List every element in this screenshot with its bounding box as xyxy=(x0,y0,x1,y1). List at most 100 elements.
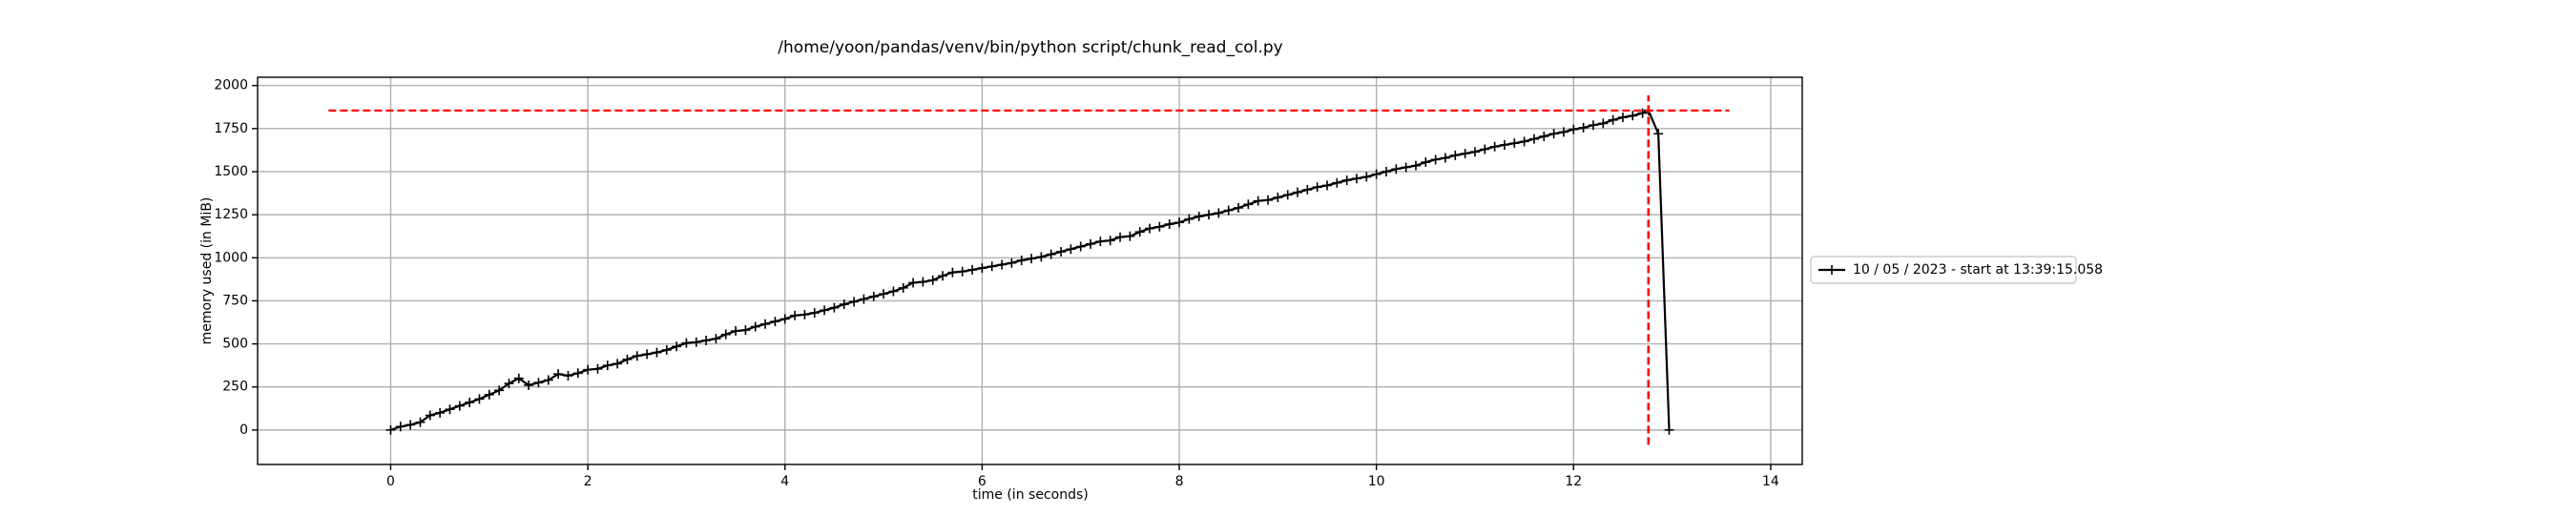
point-marker xyxy=(385,424,396,435)
point-marker xyxy=(1086,238,1096,249)
point-marker xyxy=(987,261,997,272)
point-marker xyxy=(563,370,573,381)
point-marker xyxy=(1263,195,1274,205)
point-marker xyxy=(415,417,426,427)
point-marker xyxy=(1440,153,1450,163)
point-marker xyxy=(1568,124,1579,134)
point-marker xyxy=(898,282,908,293)
point-marker xyxy=(927,275,938,285)
point-marker xyxy=(1046,249,1056,259)
x-tick-label: 6 xyxy=(978,474,987,489)
point-marker xyxy=(1214,208,1224,218)
x-tick-label: 0 xyxy=(386,474,395,489)
point-marker xyxy=(790,310,800,320)
point-marker xyxy=(908,278,919,288)
point-marker xyxy=(622,354,633,364)
point-marker xyxy=(1410,160,1421,171)
point-marker xyxy=(1509,138,1520,149)
plot-frame xyxy=(257,76,1803,465)
point-marker xyxy=(1653,129,1664,139)
point-marker xyxy=(1341,175,1352,186)
point-marker xyxy=(1361,172,1372,182)
point-marker xyxy=(1460,149,1470,159)
point-marker xyxy=(1253,196,1263,206)
point-marker xyxy=(957,266,967,277)
point-marker xyxy=(947,267,958,278)
point-marker xyxy=(1421,157,1431,168)
point-marker xyxy=(1134,227,1145,237)
point-marker xyxy=(1608,114,1618,125)
point-marker xyxy=(800,309,810,319)
point-marker xyxy=(1371,169,1381,179)
point-marker xyxy=(1332,177,1342,188)
point-marker xyxy=(1617,113,1628,123)
point-marker xyxy=(1282,190,1293,200)
point-marker xyxy=(1036,252,1047,262)
point-marker xyxy=(1056,246,1067,257)
point-marker xyxy=(652,347,662,358)
series-line xyxy=(390,109,1671,431)
point-marker xyxy=(425,410,435,421)
point-marker xyxy=(1352,174,1361,184)
point-marker xyxy=(1194,211,1204,221)
point-marker xyxy=(1499,139,1509,150)
point-marker xyxy=(1401,162,1411,173)
point-marker xyxy=(1430,154,1441,165)
y-tick-label: 1750 xyxy=(214,121,248,136)
point-marker xyxy=(1293,187,1303,197)
point-marker xyxy=(1588,120,1598,131)
point-marker xyxy=(938,271,948,281)
point-marker xyxy=(1519,136,1529,147)
point-marker xyxy=(691,337,701,347)
point-marker xyxy=(454,401,465,411)
point-marker xyxy=(613,359,623,369)
point-marker xyxy=(1204,210,1215,220)
point-marker xyxy=(445,404,455,415)
point-marker xyxy=(592,363,603,374)
point-marker xyxy=(1145,223,1155,234)
point-marker xyxy=(839,299,849,310)
legend-label: 10 / 05 / 2023 - start at 13:39:15.058 xyxy=(1853,262,2103,278)
point-marker xyxy=(504,379,514,389)
point-marker xyxy=(553,369,564,380)
point-marker xyxy=(405,420,416,430)
y-tick-label: 2000 xyxy=(214,78,248,93)
point-marker xyxy=(513,373,524,383)
point-marker xyxy=(484,389,494,400)
point-marker xyxy=(465,397,475,407)
point-marker xyxy=(711,334,721,344)
point-marker xyxy=(1391,164,1402,175)
point-marker xyxy=(494,385,505,396)
point-marker xyxy=(720,329,731,340)
point-marker xyxy=(1381,166,1391,176)
point-marker xyxy=(642,349,653,360)
point-marker xyxy=(829,302,840,313)
point-marker xyxy=(1174,217,1185,228)
point-marker xyxy=(1066,244,1076,255)
y-tick-label: 0 xyxy=(239,422,248,438)
point-marker xyxy=(977,263,987,274)
point-marker xyxy=(859,294,869,304)
point-marker xyxy=(1548,129,1559,139)
point-marker xyxy=(681,338,692,348)
point-marker xyxy=(750,321,760,332)
point-marker xyxy=(879,289,889,299)
x-axis-label: time (in seconds) xyxy=(972,487,1088,503)
point-marker xyxy=(770,317,780,327)
point-marker xyxy=(997,259,1008,270)
point-marker xyxy=(809,308,820,319)
point-marker xyxy=(918,277,928,287)
point-marker xyxy=(533,378,544,388)
point-marker xyxy=(524,380,534,390)
legend-marker xyxy=(1827,265,1837,275)
point-marker xyxy=(779,314,790,324)
point-marker xyxy=(1075,241,1086,252)
point-marker xyxy=(1234,202,1244,213)
point-marker xyxy=(1016,255,1027,265)
point-marker xyxy=(1539,131,1549,141)
x-tick-label: 8 xyxy=(1175,474,1184,489)
point-marker xyxy=(740,325,751,336)
point-marker xyxy=(602,360,613,371)
point-marker xyxy=(1115,232,1126,242)
